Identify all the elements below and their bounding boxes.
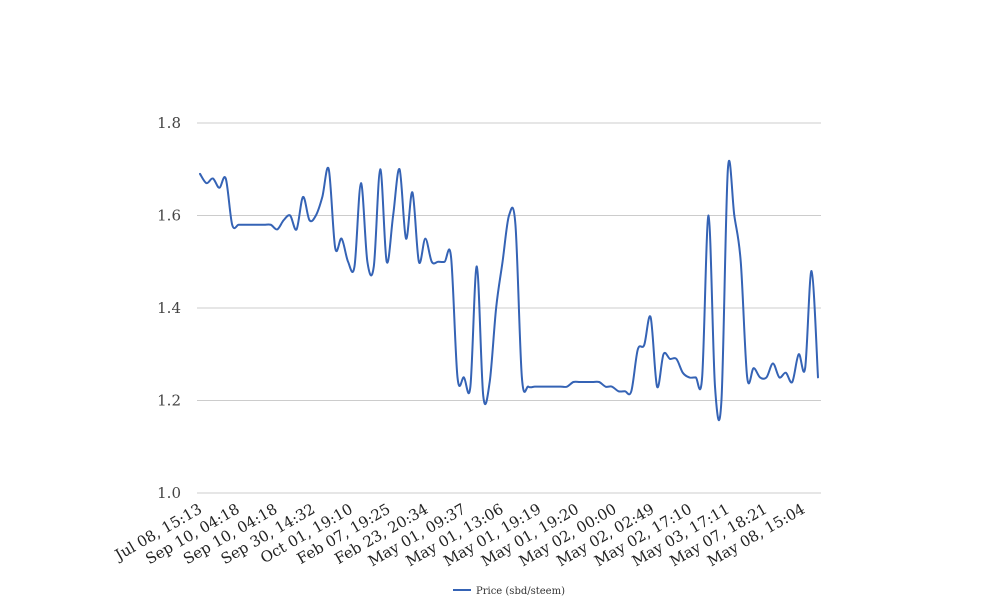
y-tick-label: 1.8 [157, 114, 181, 132]
y-tick-label: 1.4 [157, 299, 181, 317]
series-line-price [199, 159, 819, 422]
legend[interactable]: Price (sbd/steem) [453, 586, 565, 597]
series-lines [199, 159, 819, 422]
legend-label[interactable]: Price (sbd/steem) [476, 586, 565, 597]
y-tick-label: 1.6 [157, 207, 181, 225]
y-tick-label: 1.0 [157, 484, 181, 502]
y-axis-tick-labels: 1.0 1.2 1.4 1.6 1.8 [157, 114, 181, 502]
y-tick-label: 1.2 [157, 392, 181, 410]
